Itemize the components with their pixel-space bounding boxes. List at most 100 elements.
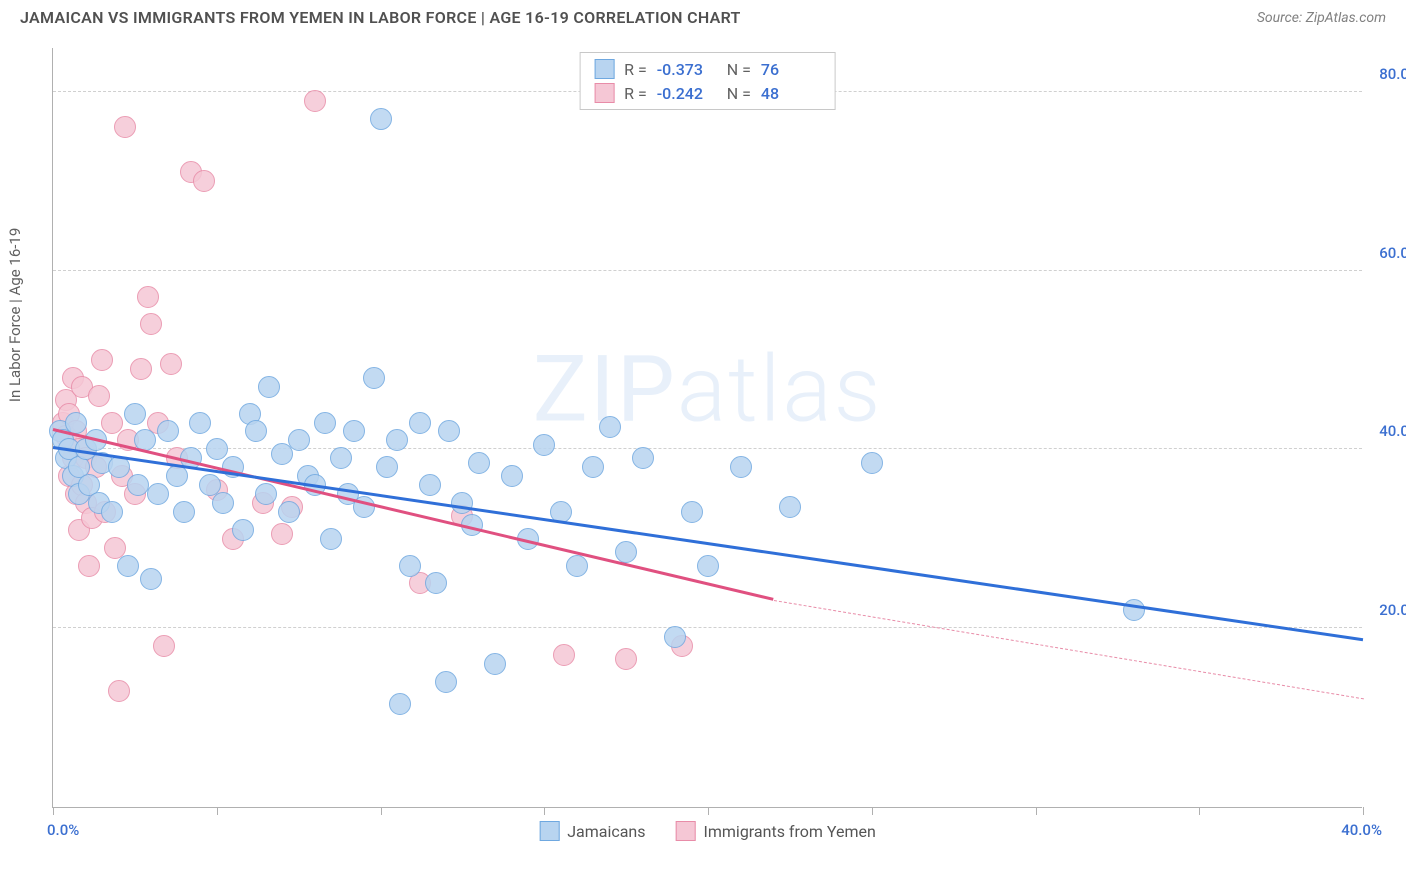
data-point [861, 452, 883, 474]
legend-swatch [594, 83, 614, 103]
x-tick [53, 807, 54, 815]
data-point [566, 555, 588, 577]
x-tick [217, 807, 218, 815]
data-point [533, 434, 555, 456]
data-point [278, 501, 300, 523]
watermark: ZIPatlas [533, 336, 883, 443]
data-point [78, 555, 100, 577]
data-point [314, 412, 336, 434]
scatter-chart: ZIPatlas In Labor Force | Age 16-19 20.0… [52, 48, 1362, 808]
data-point [114, 116, 136, 138]
data-point [320, 528, 342, 550]
trend-line [773, 600, 1363, 699]
data-point [419, 474, 441, 496]
data-point [730, 456, 752, 478]
data-point [124, 403, 146, 425]
stat-label: N = [727, 60, 751, 79]
x-tick [1363, 807, 1364, 815]
data-point [189, 412, 211, 434]
stat-label: R = [624, 84, 647, 103]
legend-swatch [594, 59, 614, 79]
data-point [664, 626, 686, 648]
correlation-stats-box: R =-0.373N =76R =-0.242N =48 [579, 52, 836, 110]
data-point [681, 501, 703, 523]
data-point [153, 635, 175, 657]
y-axis-title: In Labor Force | Age 16-19 [6, 227, 24, 401]
data-point [438, 420, 460, 442]
stat-r-value: -0.373 [657, 60, 717, 79]
data-point [435, 671, 457, 693]
data-point [101, 412, 123, 434]
y-tick-label: 80.0% [1368, 65, 1406, 83]
stats-row: R =-0.373N =76 [594, 57, 821, 81]
data-point [130, 358, 152, 380]
legend-item: Jamaicans [539, 821, 645, 841]
stat-n-value: 76 [761, 60, 821, 79]
data-point [304, 90, 326, 112]
x-label-max: 40.0% [1341, 821, 1382, 839]
x-tick [872, 807, 873, 815]
data-point [615, 541, 637, 563]
data-point [632, 447, 654, 469]
data-point [137, 286, 159, 308]
data-point [468, 452, 490, 474]
gridline [53, 270, 1362, 271]
data-point [140, 313, 162, 335]
x-tick [544, 807, 545, 815]
stat-n-value: 48 [761, 84, 821, 103]
data-point [271, 523, 293, 545]
data-point [697, 555, 719, 577]
data-point [779, 496, 801, 518]
data-point [245, 420, 267, 442]
legend-label: Immigrants from Yemen [704, 822, 876, 841]
data-point [389, 693, 411, 715]
data-point [501, 465, 523, 487]
data-point [232, 519, 254, 541]
data-point [376, 456, 398, 478]
y-tick-label: 60.0% [1368, 244, 1406, 262]
gridline [53, 627, 1362, 628]
series-legend: Jamaicans Immigrants from Yemen [539, 821, 876, 841]
data-point [108, 680, 130, 702]
data-point [484, 653, 506, 675]
x-tick [1199, 807, 1200, 815]
data-point [451, 492, 473, 514]
data-point [582, 456, 604, 478]
watermark-thin: atlas [677, 336, 883, 443]
data-point [409, 412, 431, 434]
chart-header: JAMAICAN VS IMMIGRANTS FROM YEMEN IN LAB… [0, 0, 1406, 31]
data-point [65, 412, 87, 434]
data-point [160, 353, 182, 375]
x-tick [1036, 807, 1037, 815]
y-tick-label: 40.0% [1368, 422, 1406, 440]
data-point [212, 492, 234, 514]
data-point [157, 420, 179, 442]
legend-swatch [539, 821, 559, 841]
y-tick-label: 20.0% [1368, 601, 1406, 619]
data-point [255, 483, 277, 505]
data-point [288, 429, 310, 451]
data-point [615, 648, 637, 670]
data-point [343, 420, 365, 442]
data-point [386, 429, 408, 451]
data-point [258, 376, 280, 398]
data-point [147, 483, 169, 505]
x-tick [381, 807, 382, 815]
legend-item: Immigrants from Yemen [676, 821, 876, 841]
stat-label: N = [727, 84, 751, 103]
x-label-min: 0.0% [47, 821, 79, 839]
x-tick [708, 807, 709, 815]
data-point [330, 447, 352, 469]
data-point [553, 644, 575, 666]
data-point [173, 501, 195, 523]
trend-line [53, 446, 1363, 641]
data-point [399, 555, 421, 577]
data-point [370, 108, 392, 130]
data-point [206, 438, 228, 460]
data-point [363, 367, 385, 389]
stat-r-value: -0.242 [657, 84, 717, 103]
data-point [88, 385, 110, 407]
data-point [101, 501, 123, 523]
data-point [91, 349, 113, 371]
data-point [599, 416, 621, 438]
